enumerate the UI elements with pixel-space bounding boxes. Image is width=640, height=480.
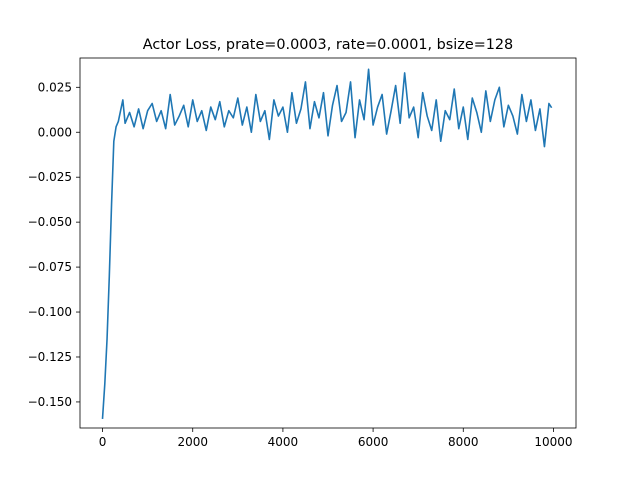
y-tick-label: 0.000 — [38, 125, 72, 139]
y-axis: 0.025 0.000 −0.025 −0.050 −0.075 −0.100 −0.125… — [28, 80, 80, 409]
plot-area — [101, 68, 553, 419]
x-tick-label: 6000 — [358, 435, 389, 449]
y-tick-label: −0.100 — [28, 305, 72, 319]
x-tick-label: 0 — [99, 435, 107, 449]
chart-title: Actor Loss, prate=0.0003, rate=0.0001, b… — [143, 37, 513, 53]
x-axis: 0 2000 4000 6000 8000 10000 — [99, 428, 573, 449]
y-tick-label: 0.025 — [38, 80, 72, 94]
y-tick-label: −0.125 — [28, 350, 72, 364]
x-tick-label: 10000 — [534, 435, 572, 449]
y-tick-label: −0.025 — [28, 170, 72, 184]
series-line-0 — [101, 68, 553, 419]
y-tick-label: −0.050 — [28, 215, 72, 229]
x-tick-label: 2000 — [177, 435, 208, 449]
axes-frame — [79, 57, 577, 429]
x-tick-label: 8000 — [448, 435, 479, 449]
x-tick-label: 4000 — [268, 435, 299, 449]
y-tick-label: −0.075 — [28, 260, 72, 274]
y-tick-label: −0.150 — [28, 395, 72, 409]
